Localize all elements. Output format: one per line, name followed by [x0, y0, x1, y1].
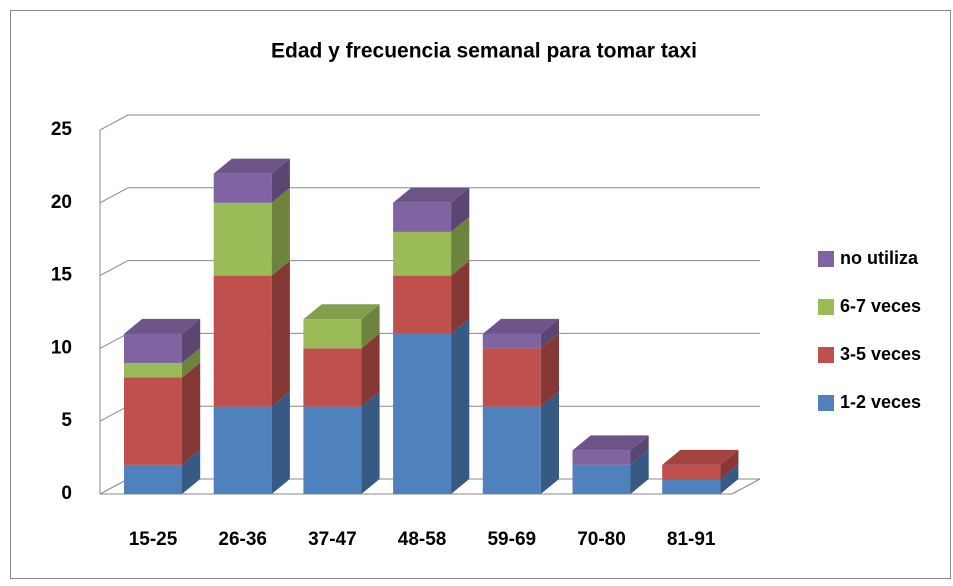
bar-side: [720, 464, 739, 494]
bar-side: [540, 391, 559, 494]
bar-segment: [124, 362, 182, 378]
y-tick-label: 0: [61, 483, 72, 504]
bar-segment: [482, 348, 541, 407]
bar-top: [124, 318, 201, 334]
y-tick-label: 25: [51, 119, 73, 140]
bar-segment: [662, 479, 721, 494]
x-tick-label: 70-80: [577, 529, 626, 550]
chart-title: Edad y frecuencia semanal para tomar tax…: [271, 40, 697, 63]
bar-segment: [124, 377, 182, 465]
x-tick-label: 48-58: [398, 529, 447, 550]
x-tick-label: 81-91: [667, 529, 716, 550]
x-tick-label: 59-69: [487, 529, 536, 550]
legend-swatch: [818, 251, 834, 267]
floor-line: [731, 478, 761, 495]
bar-segment: [303, 348, 362, 407]
bar-top: [303, 304, 380, 320]
legend-label: 1-2 veces: [840, 392, 921, 412]
bar-segment: [213, 406, 272, 494]
bar-segment: [482, 406, 541, 494]
bar-segment: [213, 202, 272, 276]
bar-side: [540, 318, 559, 349]
bar-side: [720, 449, 739, 480]
bar-side: [451, 216, 470, 276]
bar-segment: [213, 275, 272, 407]
bar-side: [361, 333, 380, 407]
legend-swatch: [818, 299, 834, 315]
bar-side: [182, 449, 201, 494]
x-tick-label: 26-36: [218, 529, 267, 550]
bar-top: [393, 187, 470, 203]
bar-top: [572, 435, 649, 451]
bar-segment: [482, 333, 541, 349]
bar-segment: [303, 406, 362, 494]
bar-segment: [572, 464, 631, 494]
grid-line: [99, 187, 129, 204]
legend-label: no utiliza: [840, 248, 919, 268]
bar-segment: [124, 333, 182, 363]
bar-side: [630, 449, 649, 494]
bar-side: [271, 391, 290, 494]
bar-side: [361, 391, 380, 494]
bar-segment: [393, 202, 452, 232]
bar-side: [271, 260, 290, 407]
y-tick-label: 20: [51, 192, 72, 213]
bar-side: [451, 260, 470, 334]
bar-side: [271, 158, 290, 203]
bar-side: [271, 187, 290, 276]
grid-line: [99, 405, 129, 422]
grid-line: [99, 260, 129, 277]
x-tick-label: 15-25: [129, 529, 178, 550]
bar-side: [361, 304, 380, 349]
bar-segment: [572, 450, 631, 465]
y-tick-label: 5: [61, 410, 72, 431]
bar-segment: [124, 464, 182, 494]
bar-segment: [393, 231, 452, 276]
legend-swatch: [818, 395, 834, 411]
bar-segment: [303, 319, 362, 349]
bar-side: [630, 435, 649, 465]
bar-side: [451, 318, 470, 494]
bar-segment: [393, 275, 452, 334]
bar-side: [540, 333, 559, 407]
legend-swatch: [818, 347, 834, 363]
bar-segment: [213, 173, 272, 203]
legend-label: 6-7 veces: [840, 296, 921, 316]
grid-line: [99, 332, 129, 349]
bar-side: [182, 318, 201, 363]
bar-side: [182, 362, 201, 465]
bar-segment: [662, 464, 721, 480]
y-tick-label: 10: [51, 337, 72, 358]
bar-top: [213, 158, 290, 174]
bar-side: [182, 347, 201, 378]
bar-top: [482, 318, 559, 334]
legend-label: 3-5 veces: [840, 344, 921, 364]
x-tick-label: 37-47: [308, 529, 357, 550]
y-tick-label: 15: [51, 265, 73, 286]
grid-line: [99, 478, 129, 495]
bar-segment: [393, 333, 452, 494]
grid-line: [99, 114, 129, 131]
bar-side: [451, 187, 470, 232]
bar-top: [662, 449, 739, 465]
